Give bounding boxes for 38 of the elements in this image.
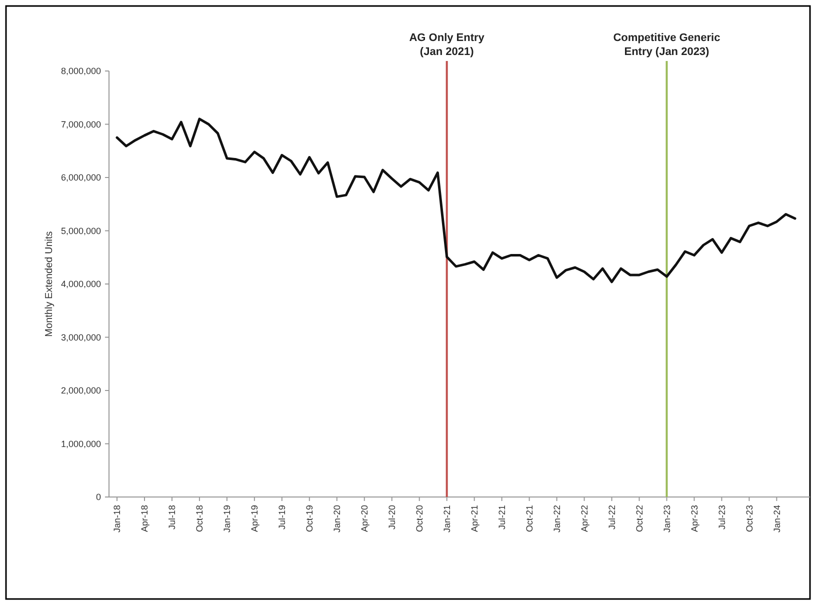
y-tick-label: 6,000,000 — [60, 172, 101, 183]
x-tick-label: Apr-23 — [689, 505, 700, 532]
y-tick-label: 0 — [96, 492, 101, 502]
y-tick-label: 7,000,000 — [60, 119, 101, 130]
y-tick-label: 1,000,000 — [60, 438, 101, 449]
ref-line-label: Competitive Generic Entry (Jan 2023) — [613, 32, 720, 58]
x-tick-label: Jul-23 — [716, 505, 727, 530]
x-tick-label: Oct-18 — [194, 505, 205, 532]
y-tick-label: 3,000,000 — [60, 332, 101, 342]
x-tick-label: Oct-19 — [304, 505, 315, 532]
x-tick-label: Jan-19 — [222, 505, 232, 533]
x-tick-label: Apr-19 — [250, 505, 260, 532]
x-tick-label: Apr-18 — [140, 505, 150, 532]
y-tick-label: 2,000,000 — [60, 386, 101, 396]
x-tick-label: Jan-24 — [772, 505, 782, 533]
x-tick-label: Oct-21 — [524, 505, 534, 532]
x-tick-label: Apr-20 — [360, 505, 370, 532]
x-tick-label: Oct-23 — [744, 505, 754, 532]
x-tick-label: Jan-22 — [552, 505, 562, 533]
x-tick-label: Apr-21 — [469, 505, 480, 532]
x-tick-label: Jan-20 — [332, 505, 342, 533]
x-tick-label: Apr-22 — [579, 505, 590, 532]
y-axis-title: Monthly Extended Units — [44, 231, 55, 337]
y-tick-label: 4,000,000 — [60, 279, 101, 290]
x-tick-label: Jul-22 — [606, 505, 617, 530]
x-tick-label: Jul-19 — [277, 505, 288, 530]
x-tick-label: Jan-23 — [662, 505, 672, 533]
ref-line-label: AG Only Entry (Jan 2021) — [409, 32, 486, 58]
x-tick-label: Jul-18 — [167, 505, 178, 530]
x-tick-label: Jul-20 — [387, 505, 398, 530]
x-tick-label: Oct-20 — [414, 505, 424, 532]
x-tick-label: Jan-21 — [442, 505, 452, 533]
x-tick-label: Jan-18 — [112, 505, 122, 533]
line-series — [116, 118, 796, 284]
x-tick-label: Jul-21 — [496, 505, 507, 530]
y-tick-label: 8,000,000 — [60, 66, 101, 76]
y-tick-label: 5,000,000 — [60, 226, 101, 236]
x-tick-label: Oct-22 — [634, 505, 644, 532]
